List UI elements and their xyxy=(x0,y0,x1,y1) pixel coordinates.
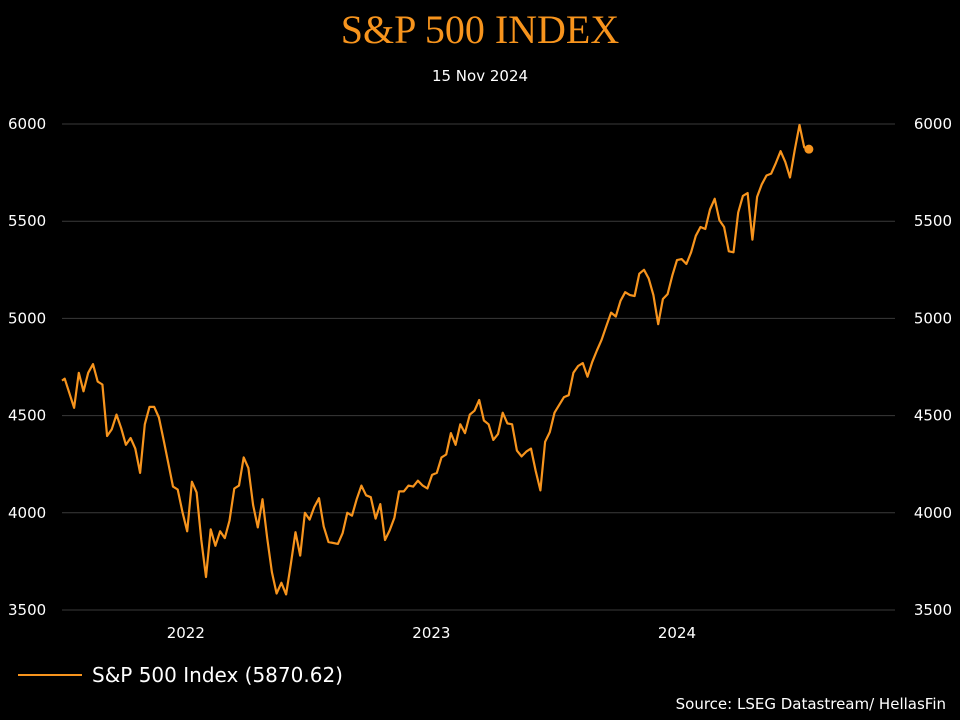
y-tick-label-left: 3500 xyxy=(8,601,46,619)
y-tick-label-left: 5000 xyxy=(8,309,46,327)
y-axis-left: 3500 4000 4500 5000 5500 6000 xyxy=(8,115,46,619)
x-tick-label: 2022 xyxy=(167,624,205,642)
series-line xyxy=(61,123,810,596)
chart-title: S&P 500 INDEX xyxy=(340,7,620,52)
last-value-marker xyxy=(804,144,814,154)
y-tick-label-right: 5500 xyxy=(914,212,952,230)
y-axis-right: 3500 4000 4500 5000 5500 6000 xyxy=(914,115,952,619)
y-tick-label-right: 6000 xyxy=(914,115,952,133)
legend-label: S&P 500 Index (5870.62) xyxy=(92,663,343,687)
source-note: Source: LSEG Datastream/ HellasFin xyxy=(675,695,946,713)
x-axis: 2022 2023 2024 xyxy=(167,624,696,642)
y-tick-label-left: 4500 xyxy=(8,407,46,425)
x-tick-label: 2023 xyxy=(412,624,450,642)
gridlines xyxy=(62,123,895,611)
y-tick-label-right: 5000 xyxy=(914,309,952,327)
legend: S&P 500 Index (5870.62) xyxy=(18,660,343,690)
chart-date: 15 Nov 2024 xyxy=(431,67,529,85)
plot-area xyxy=(61,123,814,596)
x-tick-label: 2024 xyxy=(658,624,696,642)
y-tick-label-left: 5500 xyxy=(8,212,46,230)
y-tick-label-left: 4000 xyxy=(8,504,46,522)
y-tick-label-left: 6000 xyxy=(8,115,46,133)
y-tick-label-right: 4500 xyxy=(914,407,952,425)
y-tick-label-right: 3500 xyxy=(914,601,952,619)
legend-swatch xyxy=(18,674,82,676)
y-tick-label-right: 4000 xyxy=(914,504,952,522)
